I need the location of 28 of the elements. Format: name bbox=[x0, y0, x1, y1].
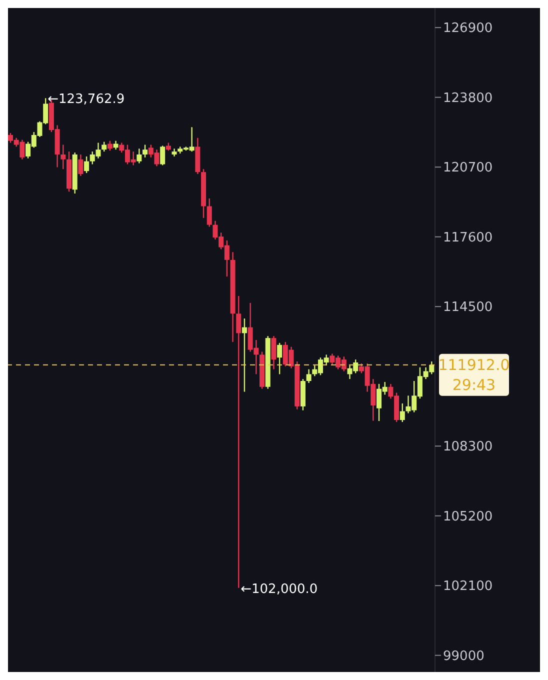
candlestick bbox=[206, 198, 212, 228]
candlestick bbox=[277, 342, 282, 375]
candlestick bbox=[271, 335, 276, 370]
y-tick-label: 114500 bbox=[443, 300, 493, 316]
y-tick-label: 99000 bbox=[443, 648, 484, 664]
annotation: ←123,762.9 bbox=[48, 92, 125, 108]
ref-line-label: 111912.0 bbox=[438, 356, 510, 374]
candlestick bbox=[84, 156, 90, 174]
candlestick bbox=[306, 368, 312, 384]
y-tick-label: 126900 bbox=[443, 21, 493, 36]
candlestick bbox=[160, 145, 166, 166]
candlestick bbox=[60, 144, 66, 170]
y-tick-label: 105200 bbox=[443, 509, 493, 524]
candlestick bbox=[107, 140, 112, 152]
text: 29:43 bbox=[452, 376, 496, 394]
y-tick-label: 108300 bbox=[443, 440, 493, 455]
candlestick bbox=[78, 154, 84, 177]
y-tick-label: 102100 bbox=[443, 579, 493, 594]
candlestick bbox=[102, 141, 107, 152]
candlestick bbox=[400, 402, 405, 423]
candlestick bbox=[142, 144, 148, 158]
candlestick bbox=[242, 318, 247, 392]
annotation: ←102,000.0 bbox=[240, 582, 318, 597]
y-tick-label: 123800 bbox=[443, 90, 493, 106]
y-tick-label: 120700 bbox=[443, 160, 493, 176]
candlestick bbox=[136, 148, 142, 164]
candlestick bbox=[236, 295, 242, 588]
y-tick-label: 117600 bbox=[443, 230, 493, 246]
